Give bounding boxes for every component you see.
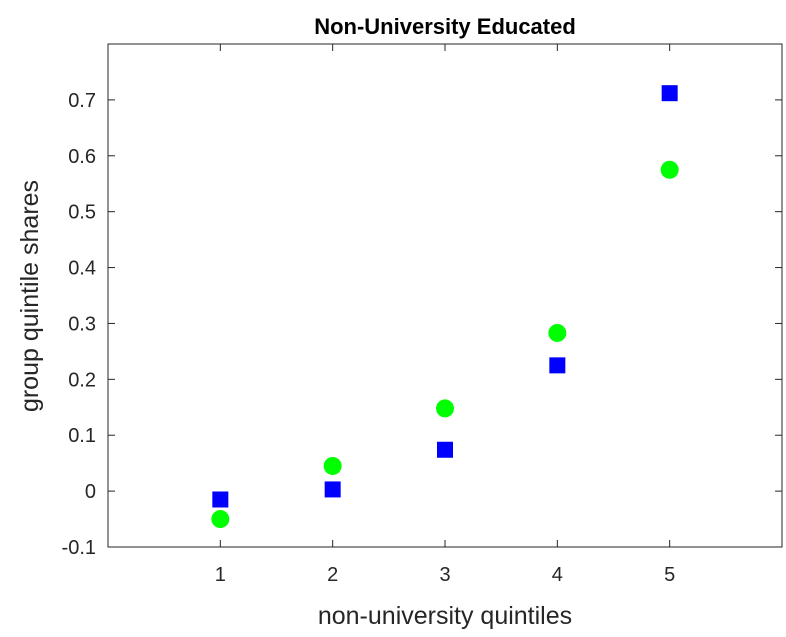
y-tick-label: 0.4 bbox=[68, 258, 96, 280]
square-marker-3 bbox=[437, 441, 453, 458]
y-tick-label: 0.6 bbox=[68, 146, 96, 168]
x-tick-label: 1 bbox=[215, 564, 226, 586]
circle-marker-3 bbox=[436, 399, 454, 418]
y-tick-label: 0.5 bbox=[68, 202, 96, 224]
plot-frame bbox=[107, 43, 783, 548]
circle-marker-5 bbox=[660, 160, 679, 179]
y-tick-label: 0 bbox=[85, 481, 96, 503]
y-tick-label: -0.1 bbox=[62, 537, 96, 559]
square-marker-2 bbox=[324, 481, 341, 498]
square-marker-4 bbox=[549, 357, 566, 374]
square-marker-5 bbox=[661, 85, 678, 102]
x-tick-label: 2 bbox=[327, 564, 338, 586]
circle-marker-1 bbox=[211, 510, 230, 529]
data-markers bbox=[211, 85, 679, 529]
circle-marker-4 bbox=[548, 323, 567, 342]
x-tick-label: 5 bbox=[664, 564, 675, 586]
chart-title: Non-University Educated bbox=[314, 14, 576, 39]
y-tick-label: 0.1 bbox=[68, 425, 96, 447]
x-axis-label: non-university quintiles bbox=[318, 602, 572, 630]
y-tick-label: 0.2 bbox=[68, 369, 96, 391]
circle-marker-2 bbox=[323, 456, 342, 475]
x-tick-labels: 1 2 3 4 5 bbox=[215, 564, 675, 586]
y-tick-labels: -0.1 0 0.1 0.2 0.3 0.4 0.5 0.6 0.7 bbox=[62, 90, 96, 559]
y-axis-label: group quintile shares bbox=[16, 180, 44, 412]
x-tick-label: 3 bbox=[439, 564, 450, 586]
x-tick-label: 4 bbox=[552, 564, 563, 586]
square-marker-1 bbox=[212, 491, 229, 508]
y-tick-label: 0.7 bbox=[68, 90, 96, 112]
y-tick-label: 0.3 bbox=[68, 313, 96, 335]
plot-area bbox=[108, 44, 782, 547]
